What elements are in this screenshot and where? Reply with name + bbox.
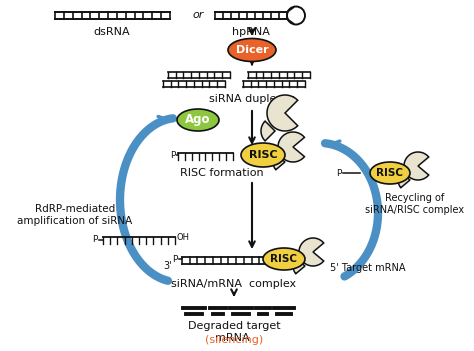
Text: Ago: Ago [185,113,211,126]
Polygon shape [278,132,304,162]
Text: RISC: RISC [271,254,298,264]
Text: P: P [92,236,98,245]
Polygon shape [398,172,410,188]
Text: siRNA duplexes: siRNA duplexes [209,94,295,104]
Text: 3': 3' [164,261,172,271]
Text: Dicer: Dicer [236,45,268,55]
Polygon shape [267,95,298,131]
Text: P: P [171,151,176,159]
Text: or: or [192,10,204,20]
Ellipse shape [263,248,305,270]
Text: Degraded target
mRNA: Degraded target mRNA [188,321,280,343]
Polygon shape [293,258,305,274]
Ellipse shape [370,162,410,184]
Text: 5' Target mRNA: 5' Target mRNA [330,263,405,273]
Text: Recycling of
siRNA/RISC complex: Recycling of siRNA/RISC complex [365,193,465,214]
Text: dsRNA: dsRNA [94,27,130,37]
Ellipse shape [177,109,219,131]
Text: RISC: RISC [249,150,277,160]
Ellipse shape [241,143,285,167]
Text: RISC formation: RISC formation [180,168,264,178]
Polygon shape [261,121,275,141]
Text: P: P [337,168,342,178]
Polygon shape [299,238,324,266]
Text: hpRNA: hpRNA [232,27,270,37]
Text: siRNA/mRNA  complex: siRNA/mRNA complex [172,279,297,289]
Text: OH: OH [177,232,190,241]
Text: RISC: RISC [376,168,403,178]
Ellipse shape [228,39,276,61]
Polygon shape [273,154,285,170]
Text: RdRP-mediated
amplification of siRNA: RdRP-mediated amplification of siRNA [18,204,133,226]
Text: P: P [173,254,178,264]
Polygon shape [404,152,428,180]
Text: (silencing): (silencing) [205,335,263,345]
